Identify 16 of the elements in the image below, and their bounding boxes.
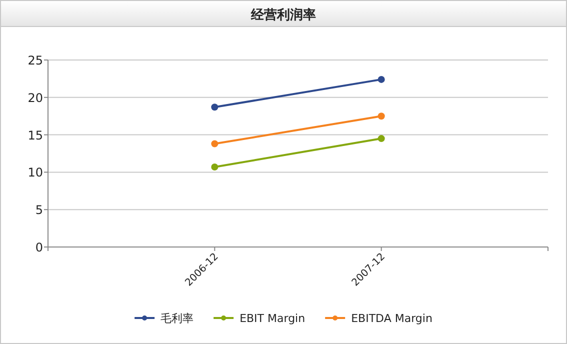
- y-tick-label: 20: [28, 90, 43, 105]
- y-tick-label: 25: [28, 54, 43, 68]
- y-tick-label: 10: [28, 166, 43, 180]
- chart-title: 经营利润率: [250, 7, 316, 23]
- point: [211, 163, 218, 170]
- y-tick-label: 0: [35, 240, 43, 254]
- point: [378, 76, 385, 83]
- y-tick-label: 15: [28, 128, 43, 142]
- point: [211, 140, 218, 148]
- legend-label: 毛利率: [160, 312, 194, 325]
- legend-label: EBITDA Margin: [351, 312, 432, 325]
- point: [378, 135, 385, 142]
- point: [211, 104, 218, 111]
- point: [378, 112, 385, 120]
- legend-label: EBIT Margin: [240, 312, 306, 325]
- y-tick-label: 5: [35, 203, 43, 218]
